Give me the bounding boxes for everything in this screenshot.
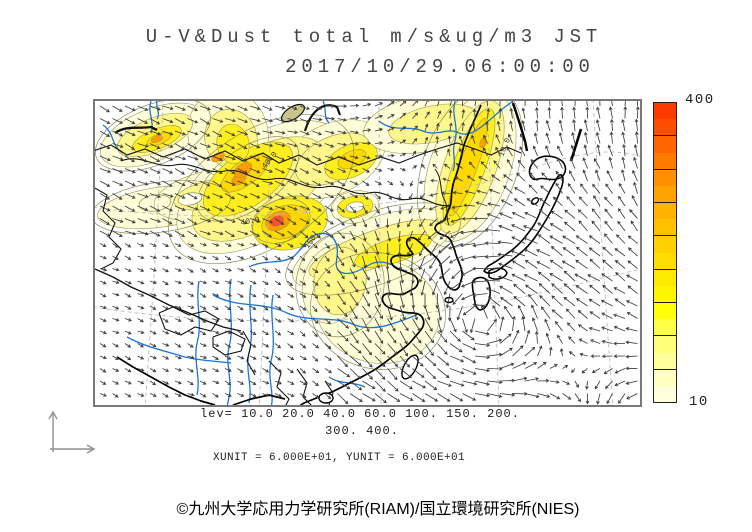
- figure-timestamp: 2017/10/29.06:00:00: [285, 56, 595, 78]
- graticule-line: [486, 99, 500, 407]
- colorbar-min-label: 10: [689, 394, 709, 410]
- dust-contour-hole: [177, 192, 203, 206]
- colorbar: [653, 102, 677, 403]
- colorbar-swatch: [654, 385, 676, 403]
- credit-line: ©九州大学応用力学研究所(RIAM)/国立環境研究所(NIES): [176, 501, 580, 518]
- wind-vectors: [99, 99, 640, 407]
- vector-units-label: XUNIT = 6.000E+01, YUNIT = 6.000E+01: [212, 452, 466, 464]
- river-line: [248, 232, 408, 275]
- colorbar-swatch: [654, 152, 676, 170]
- dust-contour-fill: [337, 149, 367, 169]
- colorbar-swatch: [654, 352, 676, 370]
- river-line: [269, 294, 274, 407]
- river-line: [212, 294, 418, 329]
- graticule-line: [93, 151, 642, 217]
- dust-contour-line: [251, 198, 311, 244]
- border-line: [296, 368, 314, 407]
- dust-contour-line: [295, 232, 385, 338]
- coastline: [511, 102, 529, 152]
- coastline: [528, 155, 567, 181]
- coastline: [116, 356, 216, 406]
- colorbar-swatch: [654, 269, 676, 286]
- lake-shape: [280, 103, 306, 123]
- coastline: [483, 174, 564, 274]
- colorbar-swatch: [654, 252, 676, 270]
- map-frame: [93, 99, 642, 407]
- graticule-line: [144, 99, 164, 407]
- dust-contour-line: [310, 252, 446, 370]
- dust-contour-fill: [270, 215, 284, 227]
- border-line: [242, 330, 256, 376]
- contour-levels-label-2: 300. 400.: [325, 424, 399, 438]
- river-line: [328, 376, 366, 388]
- graticule-line: [258, 99, 272, 407]
- graticule-line: [592, 99, 614, 407]
- river-line: [322, 100, 330, 124]
- colorbar-swatch: [654, 285, 676, 304]
- colorbar-swatch: [654, 103, 676, 120]
- axes-arrows-icon: [48, 410, 96, 454]
- dust-contour-line: [94, 99, 212, 172]
- colorbar-swatch: [654, 185, 676, 204]
- river-line: [378, 100, 514, 135]
- colorbar-swatch: [654, 203, 676, 220]
- river-line: [226, 278, 232, 407]
- figure-title: U-V&Dust total m/s&ug/m3 JST: [145, 26, 603, 48]
- river-line: [195, 280, 200, 396]
- river-line: [126, 336, 232, 364]
- colorbar-swatch: [654, 236, 676, 253]
- colorbar-swatch: [654, 169, 676, 186]
- contour-value-label: 40.0: [240, 216, 261, 228]
- colorbar-max-label: 400: [685, 92, 715, 108]
- border-line: [158, 306, 220, 336]
- colorbar-swatch: [654, 119, 676, 137]
- dust-contour-line: [285, 202, 461, 296]
- colorbar-swatch: [654, 369, 676, 386]
- river-line: [149, 100, 153, 134]
- colorbar-swatch: [654, 136, 676, 153]
- coastline: [569, 128, 583, 162]
- coastline: [232, 394, 286, 406]
- border-line: [212, 330, 246, 356]
- border-line: [120, 158, 452, 207]
- dust-contour-fill: [151, 135, 163, 143]
- border-line: [94, 268, 242, 332]
- coastline: [297, 104, 482, 407]
- border-line: [114, 125, 158, 135]
- contour-levels-label: lev= 10.0 20.0 40.0 60.0 100. 150. 200.: [200, 407, 520, 421]
- colorbar-swatch: [654, 336, 676, 353]
- colorbar-swatch: [654, 303, 676, 320]
- river-line: [452, 100, 457, 172]
- colorbar-swatch: [654, 219, 676, 237]
- border-line: [434, 168, 450, 226]
- colorbar-swatch: [654, 319, 676, 337]
- dust-contour-line: [167, 113, 355, 265]
